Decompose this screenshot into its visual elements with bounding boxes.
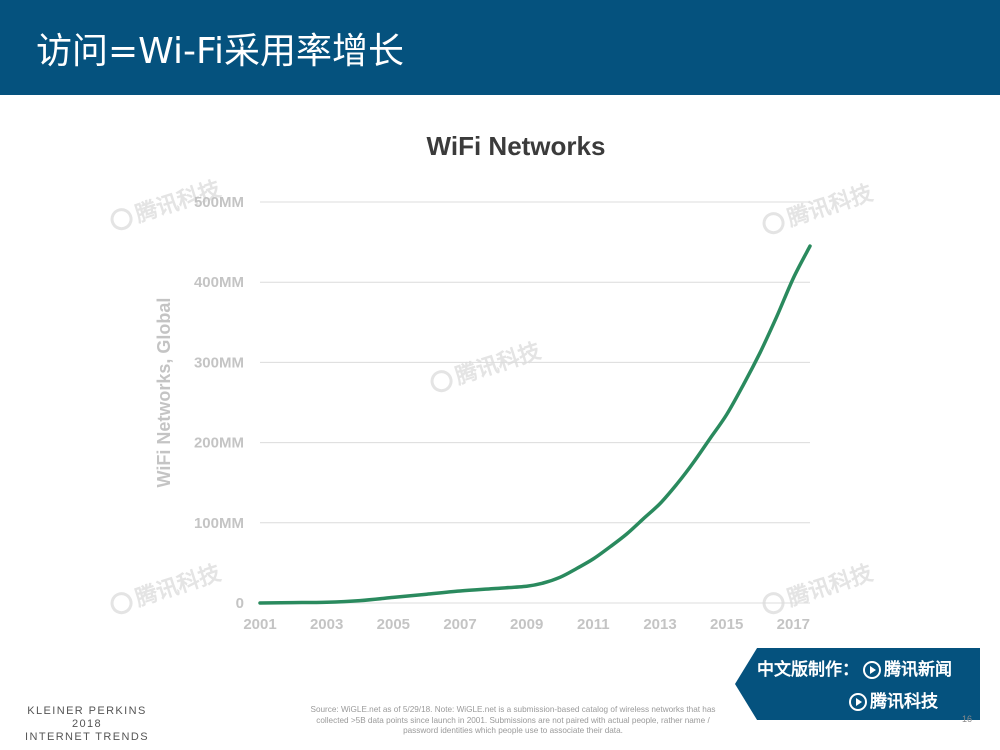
badge-brand-news: 腾讯新闻	[884, 660, 952, 680]
tencent-news-logo-icon	[863, 661, 881, 679]
badge-brand-tech: 腾讯科技	[870, 692, 938, 712]
x-tick-label: 2003	[310, 616, 343, 633]
kp-brand-line: KLEINER PERKINS	[27, 705, 147, 717]
tencent-tech-logo-icon	[849, 693, 867, 711]
x-tick-label: 2007	[443, 616, 476, 633]
chart-title: WiFi Networks	[426, 131, 606, 161]
page-number: 16	[962, 714, 973, 724]
source-note: Source: WiGLE.net as of 5/29/18. Note: W…	[310, 705, 716, 735]
series-line	[258, 244, 812, 605]
y-tick-label: 200MM	[194, 435, 244, 452]
y-tick-label: 100MM	[194, 515, 244, 532]
x-tick-label: 2011	[577, 616, 610, 633]
translation-credit-badge: 中文版制作： 腾讯新闻 腾讯科技	[735, 648, 980, 720]
x-tick-label: 2017	[777, 616, 810, 633]
badge-line-2: 腾讯科技	[845, 687, 938, 712]
badge-prefix: 中文版制作：	[757, 660, 859, 680]
y-tick-label: 0	[236, 595, 244, 612]
page-title: 访问=Wi-Fi采用率增长	[36, 31, 405, 72]
kp-brand-line: INTERNET TRENDS	[25, 731, 149, 743]
kp-brand-block: KLEINER PERKINS 2018 INTERNET TRENDS	[14, 705, 160, 744]
x-tick-label: 2013	[643, 616, 676, 633]
y-tick-label: 400MM	[194, 274, 244, 291]
header-bar: 访问=Wi-Fi采用率增长	[0, 0, 1000, 95]
x-tick-label: 2001	[243, 616, 276, 633]
y-tick-label: 500MM	[194, 194, 244, 211]
x-tick-label: 2015	[710, 616, 743, 633]
y-axis-label: WiFi Networks, Global	[154, 298, 174, 488]
y-tick-label: 300MM	[194, 354, 244, 371]
kp-brand-line: 2018	[71, 718, 103, 730]
badge-line-1: 中文版制作： 腾讯新闻	[757, 655, 952, 680]
x-tick-label: 2005	[377, 616, 410, 633]
x-tick-label: 2009	[510, 616, 543, 633]
